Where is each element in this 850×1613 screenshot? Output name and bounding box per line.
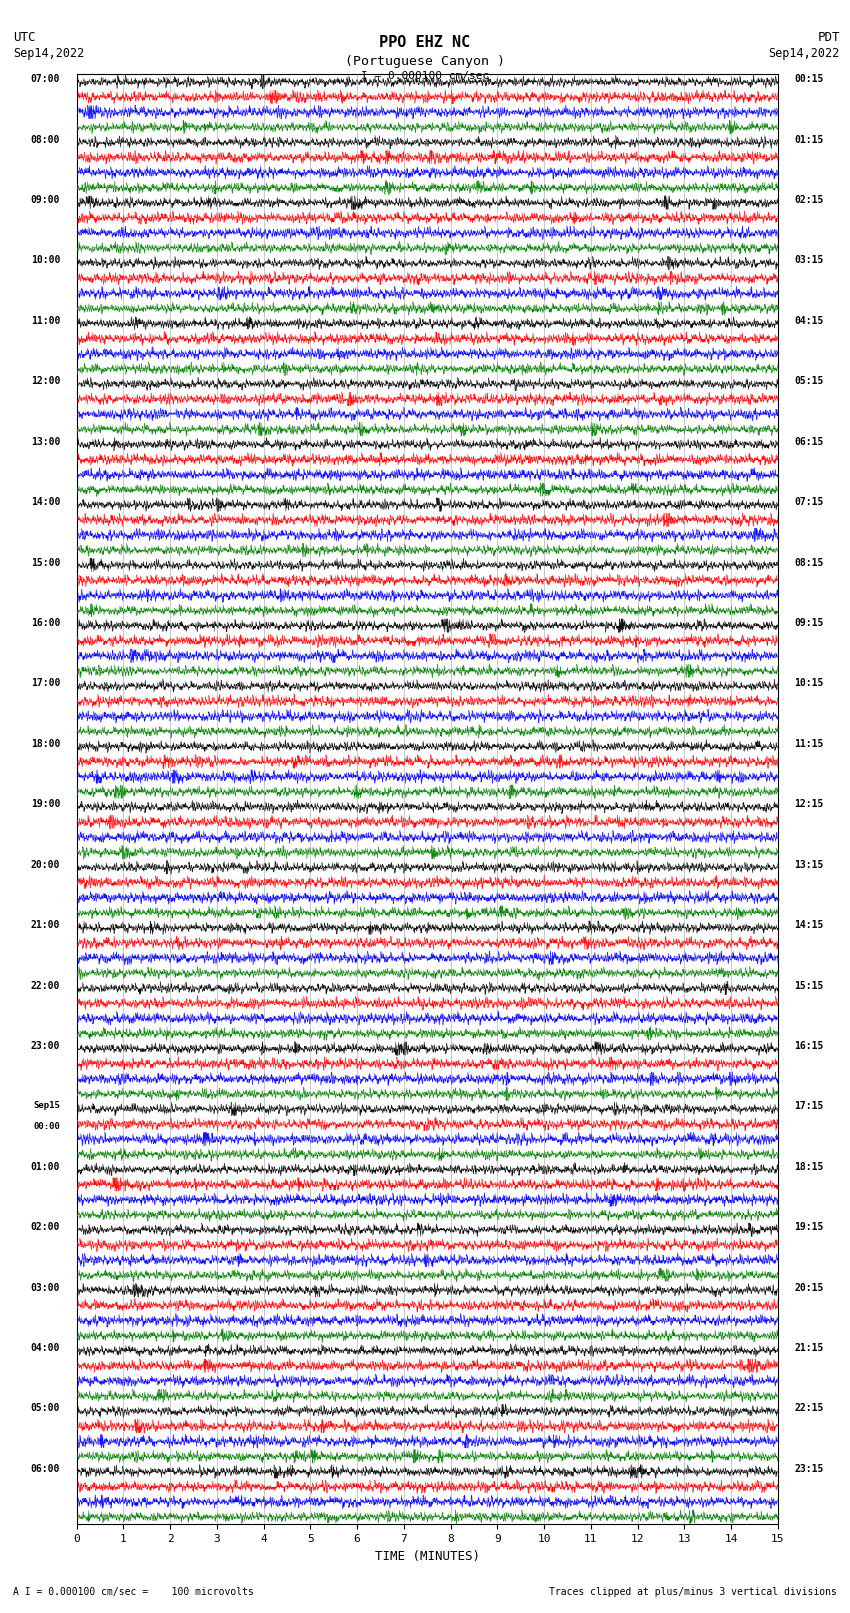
Text: 15:15: 15:15 [794,981,824,990]
Text: I = 0.000100 cm/sec: I = 0.000100 cm/sec [361,71,489,81]
Text: PPO EHZ NC: PPO EHZ NC [379,35,471,50]
Text: 20:15: 20:15 [794,1282,824,1292]
Text: 08:15: 08:15 [794,558,824,568]
Text: A I = 0.000100 cm/sec =    100 microvolts: A I = 0.000100 cm/sec = 100 microvolts [13,1587,253,1597]
Text: 04:15: 04:15 [794,316,824,326]
Text: 03:00: 03:00 [31,1282,60,1292]
Text: 22:15: 22:15 [794,1403,824,1413]
Text: 06:00: 06:00 [31,1465,60,1474]
Text: 10:00: 10:00 [31,255,60,266]
Text: 04:00: 04:00 [31,1344,60,1353]
Text: 18:15: 18:15 [794,1161,824,1171]
Text: Sep14,2022: Sep14,2022 [13,47,84,60]
Text: 07:00: 07:00 [31,74,60,84]
Bar [76,981,778,1040]
Bar [76,1344,778,1403]
Text: 19:15: 19:15 [794,1223,824,1232]
Text: UTC: UTC [13,31,35,44]
Text: 12:15: 12:15 [794,800,824,810]
Text: 16:00: 16:00 [31,618,60,627]
Text: 11:00: 11:00 [31,316,60,326]
Bar [76,618,778,679]
Text: 02:00: 02:00 [31,1223,60,1232]
Bar [76,497,778,558]
Bar [76,74,778,134]
Text: 08:00: 08:00 [31,134,60,145]
Bar [76,376,778,437]
Text: PDT: PDT [818,31,840,44]
Text: Sep15: Sep15 [33,1102,60,1110]
Text: 03:15: 03:15 [794,255,824,266]
Text: 19:00: 19:00 [31,800,60,810]
Text: 12:00: 12:00 [31,376,60,386]
Bar [76,437,778,497]
X-axis label: TIME (MINUTES): TIME (MINUTES) [375,1550,479,1563]
Text: 13:15: 13:15 [794,860,824,869]
Text: 22:00: 22:00 [31,981,60,990]
Text: 11:15: 11:15 [794,739,824,748]
Text: 10:15: 10:15 [794,679,824,689]
Bar [76,134,778,195]
Text: 20:00: 20:00 [31,860,60,869]
Text: 00:15: 00:15 [794,74,824,84]
Text: 17:15: 17:15 [794,1102,824,1111]
Bar [76,860,778,919]
Text: 15:00: 15:00 [31,558,60,568]
Bar [76,1465,778,1524]
Text: 05:15: 05:15 [794,376,824,386]
Bar [76,1161,778,1223]
Bar [76,1403,778,1465]
Bar [76,1223,778,1282]
Text: 14:00: 14:00 [31,497,60,506]
Text: 05:00: 05:00 [31,1403,60,1413]
Text: 09:15: 09:15 [794,618,824,627]
Text: 02:15: 02:15 [794,195,824,205]
Bar [76,800,778,860]
Text: 07:15: 07:15 [794,497,824,506]
Bar [76,679,778,739]
Text: Sep14,2022: Sep14,2022 [768,47,840,60]
Text: 21:00: 21:00 [31,919,60,931]
Bar [76,739,778,800]
Bar [76,558,778,618]
Bar [76,1102,778,1161]
Text: 17:00: 17:00 [31,679,60,689]
Text: 14:15: 14:15 [794,919,824,931]
Text: 16:15: 16:15 [794,1040,824,1052]
Text: Traces clipped at plus/minus 3 vertical divisions: Traces clipped at plus/minus 3 vertical … [549,1587,837,1597]
Bar [76,1282,778,1344]
Bar [76,255,778,316]
Bar [76,316,778,376]
Text: 13:00: 13:00 [31,437,60,447]
Bar [76,919,778,981]
Text: 06:15: 06:15 [794,437,824,447]
Text: 01:00: 01:00 [31,1161,60,1171]
Text: 18:00: 18:00 [31,739,60,748]
Text: 00:00: 00:00 [33,1123,60,1131]
Text: 21:15: 21:15 [794,1344,824,1353]
Text: 09:00: 09:00 [31,195,60,205]
Text: 23:00: 23:00 [31,1040,60,1052]
Bar [76,195,778,255]
Text: (Portuguese Canyon ): (Portuguese Canyon ) [345,55,505,68]
Text: 01:15: 01:15 [794,134,824,145]
Text: 23:15: 23:15 [794,1465,824,1474]
Bar [76,1040,778,1102]
